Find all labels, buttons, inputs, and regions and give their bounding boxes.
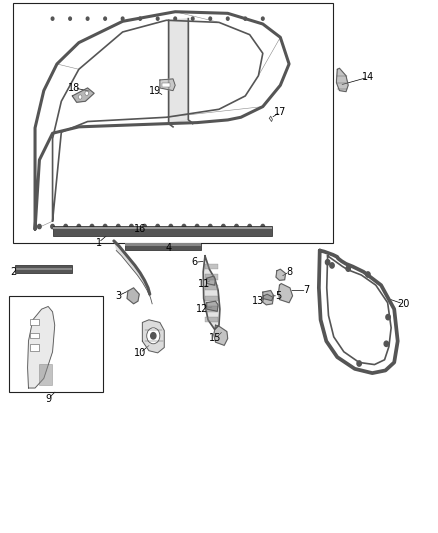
Text: 8: 8 bbox=[286, 267, 292, 277]
Circle shape bbox=[386, 314, 390, 320]
Circle shape bbox=[384, 341, 389, 346]
Circle shape bbox=[169, 224, 173, 229]
Polygon shape bbox=[207, 276, 215, 285]
Circle shape bbox=[346, 266, 350, 271]
Circle shape bbox=[222, 224, 225, 229]
Circle shape bbox=[226, 17, 229, 20]
Text: 10: 10 bbox=[134, 348, 146, 358]
Circle shape bbox=[209, 17, 212, 20]
Polygon shape bbox=[160, 79, 175, 91]
Bar bbox=[205, 317, 218, 322]
Text: 13: 13 bbox=[252, 296, 265, 306]
Circle shape bbox=[325, 260, 330, 265]
Polygon shape bbox=[276, 269, 286, 280]
Bar bbox=[30, 344, 39, 351]
Polygon shape bbox=[114, 241, 152, 304]
Text: 9: 9 bbox=[45, 394, 51, 403]
Circle shape bbox=[147, 328, 160, 344]
Bar bbox=[15, 265, 72, 273]
Bar bbox=[53, 226, 272, 236]
Bar bbox=[205, 274, 218, 280]
Bar bbox=[53, 227, 272, 229]
Polygon shape bbox=[127, 288, 139, 304]
Text: 14: 14 bbox=[362, 72, 374, 82]
Text: 3: 3 bbox=[115, 291, 121, 301]
Circle shape bbox=[156, 17, 159, 20]
Circle shape bbox=[156, 224, 159, 229]
Circle shape bbox=[77, 224, 81, 229]
Bar bbox=[162, 83, 170, 87]
Circle shape bbox=[330, 263, 334, 268]
Text: 16: 16 bbox=[134, 224, 146, 234]
Circle shape bbox=[244, 17, 247, 20]
Circle shape bbox=[86, 17, 89, 20]
Bar bbox=[39, 364, 52, 385]
Circle shape bbox=[51, 17, 54, 20]
Polygon shape bbox=[142, 320, 164, 353]
Circle shape bbox=[90, 224, 94, 229]
Circle shape bbox=[357, 361, 361, 366]
Circle shape bbox=[103, 224, 107, 229]
Bar bbox=[125, 243, 201, 246]
Text: 11: 11 bbox=[198, 279, 210, 288]
Circle shape bbox=[64, 224, 67, 229]
Text: 1: 1 bbox=[95, 238, 102, 247]
Polygon shape bbox=[279, 284, 293, 303]
Polygon shape bbox=[263, 294, 273, 305]
Polygon shape bbox=[263, 290, 274, 301]
Circle shape bbox=[69, 17, 71, 20]
Bar bbox=[13, 3, 333, 243]
Circle shape bbox=[195, 224, 199, 229]
Polygon shape bbox=[214, 325, 228, 345]
Polygon shape bbox=[336, 68, 348, 92]
Polygon shape bbox=[28, 306, 55, 388]
Circle shape bbox=[104, 17, 106, 20]
Circle shape bbox=[78, 95, 82, 99]
Bar bbox=[205, 264, 218, 269]
Bar bbox=[9, 296, 103, 392]
Bar bbox=[15, 268, 72, 270]
Polygon shape bbox=[72, 88, 94, 102]
Text: 17: 17 bbox=[274, 107, 286, 117]
Circle shape bbox=[121, 17, 124, 20]
Circle shape bbox=[139, 17, 141, 20]
Polygon shape bbox=[169, 19, 188, 124]
Circle shape bbox=[248, 224, 251, 229]
Circle shape bbox=[38, 224, 41, 229]
Polygon shape bbox=[203, 256, 220, 329]
Circle shape bbox=[151, 333, 156, 339]
Bar bbox=[205, 296, 218, 301]
Polygon shape bbox=[207, 301, 218, 311]
Circle shape bbox=[261, 17, 264, 20]
Circle shape bbox=[85, 91, 88, 95]
Circle shape bbox=[174, 17, 177, 20]
Text: 18: 18 bbox=[68, 83, 81, 93]
Circle shape bbox=[130, 224, 133, 229]
Bar bbox=[125, 243, 201, 250]
Text: 12: 12 bbox=[196, 304, 208, 314]
Circle shape bbox=[261, 224, 265, 229]
Text: 7: 7 bbox=[304, 286, 310, 295]
Circle shape bbox=[366, 272, 370, 277]
Text: 20: 20 bbox=[397, 299, 409, 309]
Text: 5: 5 bbox=[275, 291, 281, 301]
Text: 2: 2 bbox=[10, 267, 16, 277]
Circle shape bbox=[208, 224, 212, 229]
Circle shape bbox=[182, 224, 186, 229]
Text: 15: 15 bbox=[209, 334, 222, 343]
Text: 6: 6 bbox=[192, 257, 198, 267]
Circle shape bbox=[117, 224, 120, 229]
Text: 4: 4 bbox=[166, 243, 172, 253]
Bar bbox=[30, 319, 39, 325]
Text: 19: 19 bbox=[149, 86, 162, 95]
Circle shape bbox=[235, 224, 238, 229]
Circle shape bbox=[191, 17, 194, 20]
Bar bbox=[30, 333, 39, 338]
Bar bbox=[205, 306, 218, 312]
Circle shape bbox=[51, 224, 54, 229]
Circle shape bbox=[143, 224, 146, 229]
Bar bbox=[205, 285, 218, 290]
